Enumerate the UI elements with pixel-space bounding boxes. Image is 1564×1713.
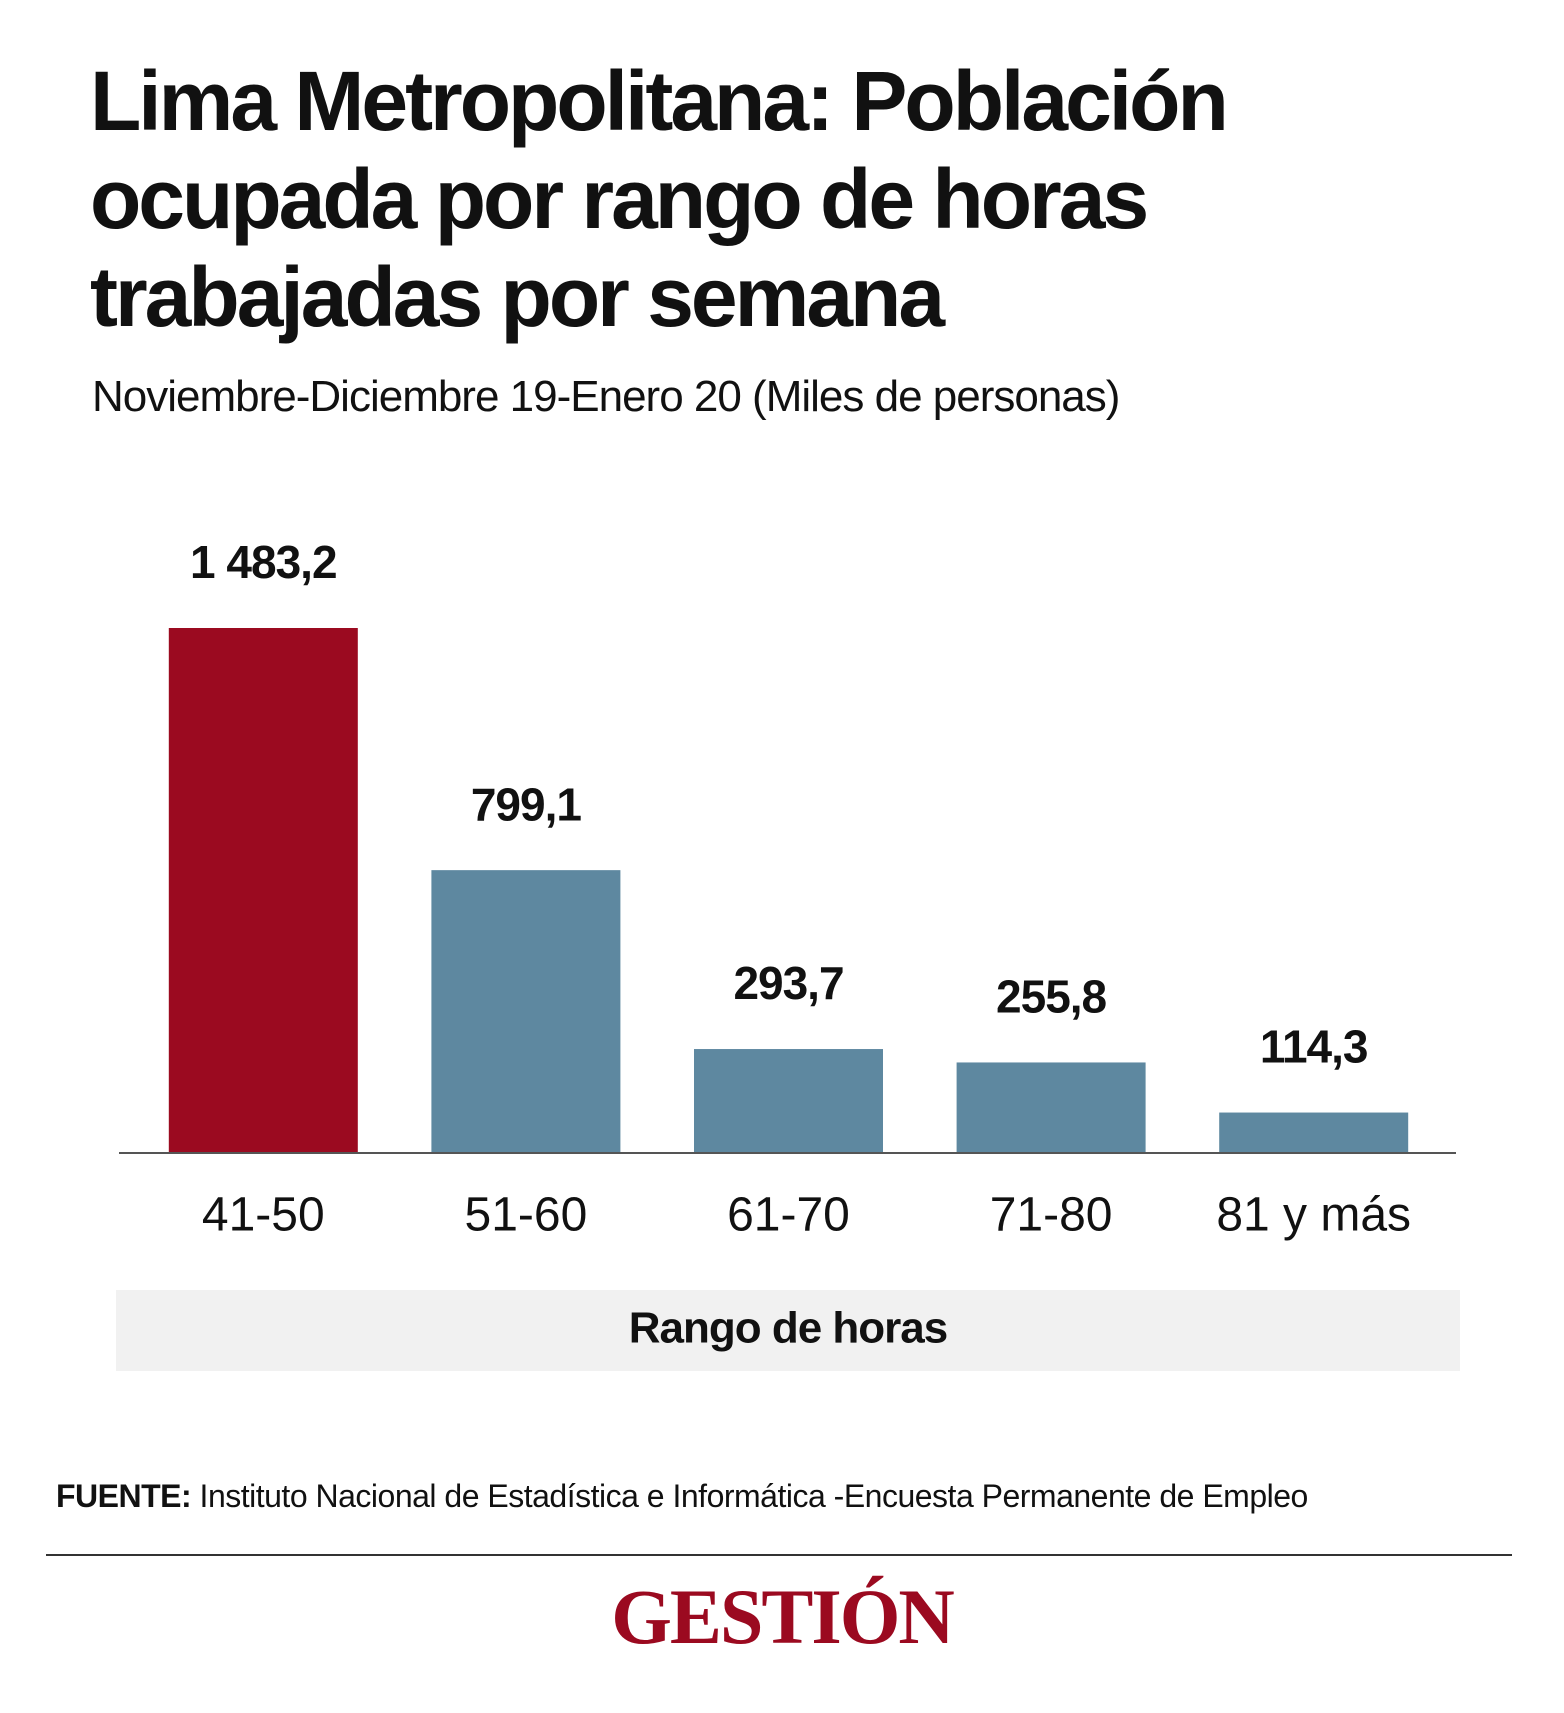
source-text: Instituto Nacional de Estadística e Info… xyxy=(199,1478,1309,1514)
chart-title: Lima Metropolitana: Población ocupada po… xyxy=(90,54,1229,344)
value-label: 799,1 xyxy=(471,778,582,830)
x-tick-label: 61-70 xyxy=(727,1189,850,1242)
x-axis-title-box xyxy=(116,1290,1460,1371)
x-tick-label: 51-60 xyxy=(465,1189,588,1242)
divider xyxy=(46,1554,1512,1556)
value-label: 293,7 xyxy=(733,957,843,1009)
x-axis-title: Rango de horas xyxy=(629,1304,948,1353)
bar xyxy=(168,628,358,1153)
value-label: 1 483,2 xyxy=(190,536,336,588)
x-tick-label: 41-50 xyxy=(202,1189,325,1242)
source: FUENTE: Instituto Nacional de Estadístic… xyxy=(56,1478,1308,1515)
logo: GESTIÓN xyxy=(611,1573,954,1660)
source-label: FUENTE: xyxy=(56,1478,192,1514)
bar xyxy=(694,1049,883,1153)
bar xyxy=(956,1062,1146,1153)
value-label: 255,8 xyxy=(996,971,1107,1023)
value-label: 114,3 xyxy=(1260,1021,1368,1073)
x-tick-label: 81 y más xyxy=(1216,1189,1411,1242)
chart: Rango de horas 1 483,2 41-50 799,1 51-60 293… xyxy=(116,536,1460,1371)
chart-subtitle: Noviembre-Diciembre 19-Enero 20 (Miles d… xyxy=(92,372,1120,421)
bar xyxy=(1219,1112,1409,1153)
bar xyxy=(431,870,621,1153)
x-tick-label: 71-80 xyxy=(990,1189,1113,1242)
